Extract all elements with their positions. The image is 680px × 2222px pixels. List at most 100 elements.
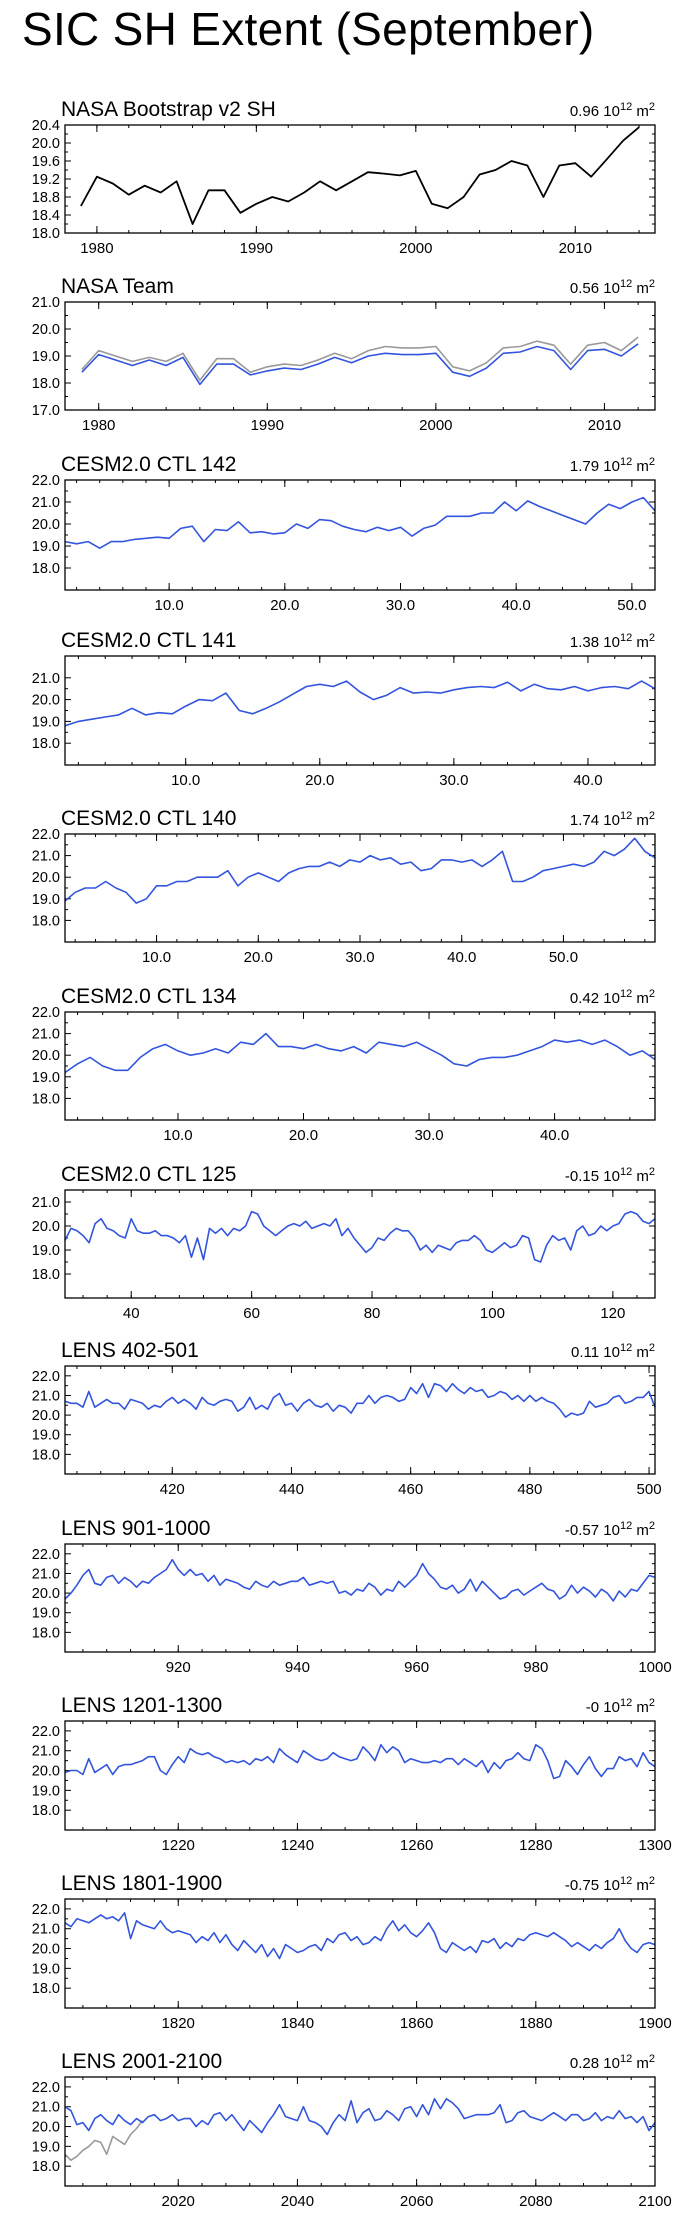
- plot-frame: [64, 1543, 656, 1653]
- x-tick-label: 1260: [400, 1837, 433, 1854]
- x-tick-label: 1860: [400, 2015, 433, 2032]
- x-tick-label: 1980: [80, 240, 113, 257]
- x-tick-label: 2010: [588, 417, 621, 434]
- y-tick-label: 18.0: [32, 1447, 60, 1463]
- plot-frame: [64, 301, 656, 411]
- x-tick-label: 420: [160, 1481, 185, 1498]
- y-tick-label: 21.0: [32, 1744, 60, 1760]
- x-tick-label: 2100: [638, 2193, 671, 2210]
- x-tick-label: 1820: [162, 2015, 195, 2032]
- y-tick-label: 18.0: [32, 913, 60, 929]
- y-tick-label: 18.8: [32, 190, 60, 206]
- x-tick-label: 920: [166, 1659, 191, 1676]
- y-tick-label: 22.0: [32, 2080, 60, 2096]
- y-tick-label: 20.0: [32, 517, 60, 533]
- x-tick-label: 1980: [82, 417, 115, 434]
- chart-panel-12: LENS 2001-2100 0.28 1012 m2 18.0 19.0 20.0 21…: [32, 2050, 672, 2210]
- x-tick-label: 40.0: [447, 949, 476, 966]
- series-line-1: [64, 1382, 656, 1418]
- y-tick-label: 22.0: [32, 1547, 60, 1563]
- x-tick-label: 20.0: [244, 949, 273, 966]
- x-tick-label: 10.0: [142, 949, 171, 966]
- series-line-1: [64, 1558, 656, 1602]
- y-tick-label: 20.0: [32, 1219, 60, 1235]
- x-tick-label: 30.0: [345, 949, 374, 966]
- trend-label: 0.28 1012 m2: [570, 2053, 655, 2072]
- series-line-1: [64, 2120, 144, 2161]
- chart-panel-2: NASA Team 0.56 1012 m2 17.0 18.0 19.0 20.0 21.…: [32, 275, 656, 434]
- y-tick-label: 18.0: [32, 561, 60, 577]
- x-tick-label: 10.0: [155, 597, 184, 614]
- plot-frame: [64, 833, 656, 943]
- plot-frame: [64, 1898, 656, 2009]
- x-tick-label: 40.0: [502, 597, 531, 614]
- series-line-1: [81, 336, 639, 382]
- y-tick-label: 20.0: [32, 1408, 60, 1424]
- chart-panel-8: LENS 402-501 0.11 1012 m2 18.0 19.0 20.0 21.0…: [32, 1339, 662, 1498]
- y-tick-label: 21.0: [32, 495, 60, 511]
- y-tick-label: 19.0: [32, 1243, 60, 1259]
- chart-panel-10: LENS 1201-1300 -0 1012 m2 18.0 19.0 20.0 21.0…: [32, 1694, 672, 1854]
- y-tick-label: 21.0: [32, 1195, 60, 1211]
- y-tick-label: 19.0: [32, 539, 60, 555]
- plot-frame: [64, 479, 656, 591]
- chart-panel-5: CESM2.0 CTL 140 1.74 1012 m2 18.0 19.0 20.0 2…: [32, 807, 656, 966]
- x-tick-label: 980: [523, 1659, 548, 1676]
- series-line-1: [64, 1210, 656, 1263]
- panel-title: CESM2.0 CTL 125: [61, 1163, 236, 1186]
- y-tick-label: 22.0: [32, 473, 60, 489]
- y-tick-label: 22.0: [32, 827, 60, 843]
- panel-title: NASA Bootstrap v2 SH: [61, 98, 276, 121]
- y-tick-label: 20.0: [32, 1586, 60, 1602]
- plot-frame: [64, 1189, 656, 1299]
- x-tick-label: 2060: [400, 2193, 433, 2210]
- x-tick-label: 940: [285, 1659, 310, 1676]
- y-tick-label: 18.0: [32, 736, 60, 752]
- y-tick-label: 20.0: [32, 693, 60, 709]
- x-tick-label: 30.0: [414, 1127, 443, 1144]
- y-tick-label: 18.4: [32, 208, 60, 224]
- panel-title: CESM2.0 CTL 142: [61, 453, 236, 476]
- series-line-1: [64, 837, 656, 904]
- x-tick-label: 2080: [519, 2193, 552, 2210]
- y-tick-label: 22.0: [32, 1724, 60, 1740]
- panel-title: CESM2.0 CTL 140: [61, 807, 236, 830]
- y-tick-label: 22.0: [32, 1005, 60, 1021]
- y-tick-label: 20.0: [32, 870, 60, 886]
- y-tick-label: 21.0: [32, 2100, 60, 2116]
- panel-title: LENS 901-1000: [61, 1517, 210, 1540]
- plot-frame: [64, 1720, 656, 1831]
- x-tick-label: 80: [364, 1305, 381, 1322]
- chart-panel-7: CESM2.0 CTL 125 -0.15 1012 m2 18.0 19.0 20.0…: [32, 1163, 656, 1322]
- y-tick-label: 20.4: [32, 118, 60, 134]
- y-tick-label: 19.0: [32, 1961, 60, 1977]
- x-tick-label: 1300: [638, 1837, 671, 1854]
- y-tick-label: 20.0: [32, 136, 60, 152]
- x-tick-label: 960: [404, 1659, 429, 1676]
- x-tick-label: 100: [480, 1305, 505, 1322]
- y-tick-label: 18.0: [32, 1091, 60, 1107]
- trend-label: 1.74 1012 m2: [570, 810, 655, 829]
- chart-panel-9: LENS 901-1000 -0.57 1012 m2 18.0 19.0 20.0 21…: [32, 1517, 672, 1676]
- plot-frame: [64, 2076, 656, 2187]
- y-tick-label: 18.0: [32, 1267, 60, 1283]
- panel-title: LENS 402-501: [61, 1339, 199, 1362]
- y-tick-label: 18.0: [32, 1981, 60, 1997]
- y-tick-label: 19.0: [32, 2139, 60, 2155]
- trend-label: 1.79 1012 m2: [570, 456, 655, 475]
- x-tick-label: 1900: [638, 2015, 671, 2032]
- x-tick-label: 120: [600, 1305, 625, 1322]
- x-tick-label: 20.0: [305, 772, 334, 789]
- series-line-1: [64, 496, 656, 550]
- trend-label: 0.42 1012 m2: [570, 988, 655, 1007]
- panel-title: LENS 2001-2100: [61, 2050, 222, 2073]
- x-tick-label: 60: [243, 1305, 260, 1322]
- y-tick-label: 18.0: [32, 226, 60, 242]
- y-tick-label: 20.0: [32, 322, 60, 338]
- y-tick-label: 21.0: [32, 295, 60, 311]
- y-tick-label: 21.0: [32, 1027, 60, 1043]
- y-tick-label: 21.0: [32, 849, 60, 865]
- series-line-1: [64, 680, 656, 727]
- x-tick-label: 50.0: [617, 597, 646, 614]
- y-tick-label: 22.0: [32, 1369, 60, 1385]
